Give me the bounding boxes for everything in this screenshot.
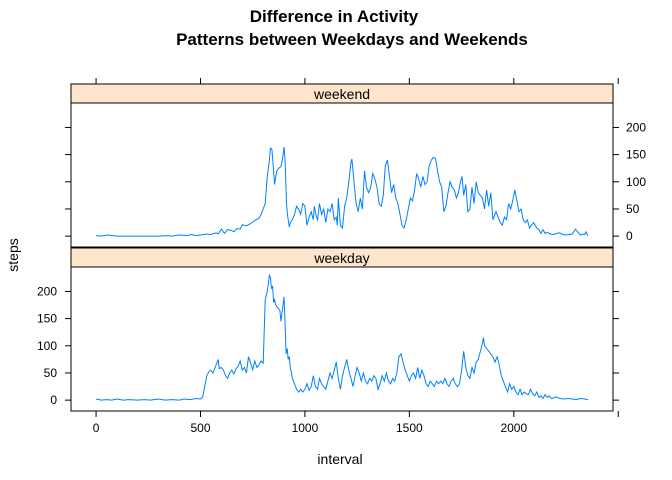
- chart-title-line-2: Patterns between Weekdays and Weekends: [176, 30, 528, 49]
- y-tick-label-weekday: 0: [50, 393, 57, 407]
- x-tick-label: 0: [93, 421, 100, 435]
- x-tick-label: 500: [190, 421, 210, 435]
- x-tick-label: 1000: [292, 421, 319, 435]
- chart-title: Difference in Activity Patterns between …: [176, 7, 528, 49]
- y-axis-label: steps: [5, 238, 21, 271]
- series-line-weekend: [96, 146, 589, 237]
- x-tick-label: 2000: [500, 421, 527, 435]
- plot-frame-weekend: [70, 102, 614, 248]
- panel-weekday: weekday: [70, 247, 614, 412]
- strip-weekday-label: weekday: [313, 250, 369, 266]
- strip-weekend-label: weekend: [313, 86, 370, 102]
- y-tick-labels-weekend: 0 50 100 150 200: [626, 120, 646, 243]
- y-tick-label-weekend: 0: [626, 229, 633, 243]
- y-tick-label-weekday: 50: [44, 366, 58, 380]
- panel-weekend: weekend: [70, 83, 614, 248]
- y-tick-label-weekend: 100: [626, 175, 646, 189]
- series-line-weekday: [95, 273, 588, 401]
- outer-ticks: [65, 78, 619, 417]
- x-tick-labels: 0 500 1000 1500 2000: [93, 421, 528, 435]
- y-tick-labels-weekday: 0 50 100 150 200: [37, 284, 57, 407]
- x-tick-label: 1500: [396, 421, 423, 435]
- chart-title-line-1: Difference in Activity: [250, 7, 419, 26]
- x-axis-label: interval: [317, 451, 362, 467]
- y-tick-label-weekday: 200: [37, 284, 57, 298]
- y-tick-label-weekend: 50: [626, 202, 640, 216]
- y-tick-label-weekday: 100: [37, 339, 57, 353]
- y-tick-label-weekend: 150: [626, 148, 646, 162]
- y-tick-label-weekend: 200: [626, 120, 646, 134]
- plot-frame-weekday: [70, 266, 614, 412]
- y-tick-label-weekday: 150: [37, 312, 57, 326]
